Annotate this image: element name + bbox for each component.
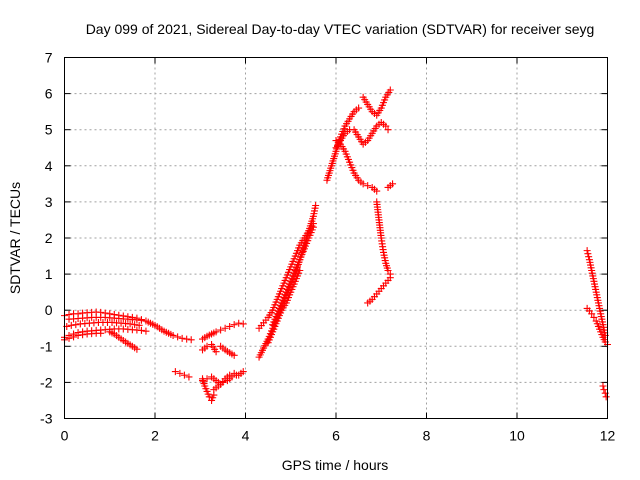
data-point xyxy=(137,326,145,334)
data-point xyxy=(237,369,245,377)
x-tick-label: 2 xyxy=(151,428,159,444)
data-point xyxy=(583,247,591,255)
data-point xyxy=(590,313,598,321)
data-point xyxy=(174,333,182,341)
data-point xyxy=(230,351,238,359)
y-tick-label: 0 xyxy=(45,302,53,318)
data-point xyxy=(585,253,593,261)
data-point xyxy=(235,319,243,327)
data-point xyxy=(176,369,184,377)
data-point xyxy=(126,320,134,328)
data-point xyxy=(97,329,105,337)
data-point xyxy=(584,250,592,258)
data-point xyxy=(226,322,234,330)
y-tick-label: -3 xyxy=(40,411,53,427)
x-tick-label: 4 xyxy=(242,428,250,444)
data-point xyxy=(180,371,188,379)
data-point xyxy=(384,126,392,134)
data-point xyxy=(239,320,247,328)
data-point xyxy=(74,331,82,339)
y-tick-label: 4 xyxy=(45,158,53,174)
x-tick-label: 12 xyxy=(600,428,616,444)
data-point xyxy=(359,180,367,188)
data-point xyxy=(199,377,207,385)
data-point xyxy=(178,334,186,342)
data-point xyxy=(187,336,195,344)
data-point xyxy=(389,180,397,188)
data-point xyxy=(230,321,238,329)
data-point xyxy=(70,333,78,341)
data-point xyxy=(232,371,240,379)
data-points xyxy=(61,86,611,404)
data-point xyxy=(72,321,80,329)
data-point xyxy=(373,187,381,195)
data-point xyxy=(386,86,394,94)
x-tick-label: 10 xyxy=(509,428,525,444)
data-point xyxy=(133,345,141,353)
y-tick-label: 6 xyxy=(45,86,53,102)
data-point xyxy=(183,335,191,343)
data-point xyxy=(384,266,392,274)
y-tick-label: 3 xyxy=(45,194,53,210)
data-point xyxy=(599,382,607,390)
grid xyxy=(64,57,608,419)
data-point xyxy=(131,321,139,329)
y-tick-label: -1 xyxy=(40,338,53,354)
data-point xyxy=(228,373,236,381)
data-point xyxy=(386,274,394,282)
data-point xyxy=(602,393,610,401)
data-point xyxy=(171,368,179,376)
data-point xyxy=(185,373,193,381)
chart-title: Day 099 of 2021, Sidereal Day-to-day VTE… xyxy=(86,21,595,37)
data-point xyxy=(588,310,596,318)
data-point xyxy=(355,104,363,112)
y-tick-label: 1 xyxy=(45,266,53,282)
data-point xyxy=(221,324,229,332)
y-tick-label: 7 xyxy=(45,50,53,66)
data-point xyxy=(137,316,145,324)
data-point xyxy=(135,321,143,329)
data-point xyxy=(309,223,317,231)
data-point xyxy=(212,328,220,336)
data-point xyxy=(312,202,320,210)
plot-frame xyxy=(64,57,608,419)
data-point xyxy=(65,334,73,342)
data-point xyxy=(79,331,87,339)
data-point xyxy=(382,122,390,130)
data-point xyxy=(600,386,608,394)
data-point xyxy=(67,321,75,329)
data-point xyxy=(169,331,177,339)
data-point xyxy=(364,182,372,190)
data-point xyxy=(212,348,220,356)
y-axis-label: SDTVAR / TECUs xyxy=(7,182,23,294)
data-point xyxy=(205,393,213,401)
x-axis-label: GPS time / hours xyxy=(282,457,389,473)
y-tick-label: -2 xyxy=(40,374,53,390)
data-point xyxy=(219,378,227,386)
data-point xyxy=(203,375,211,383)
data-point xyxy=(142,327,150,335)
data-point xyxy=(203,342,211,350)
x-tick-label: 8 xyxy=(423,428,431,444)
y-tick-label: 5 xyxy=(45,122,53,138)
x-tick-label: 0 xyxy=(61,428,69,444)
y-tick-label: 2 xyxy=(45,230,53,246)
x-tick-label: 6 xyxy=(332,428,340,444)
data-point xyxy=(217,326,225,334)
